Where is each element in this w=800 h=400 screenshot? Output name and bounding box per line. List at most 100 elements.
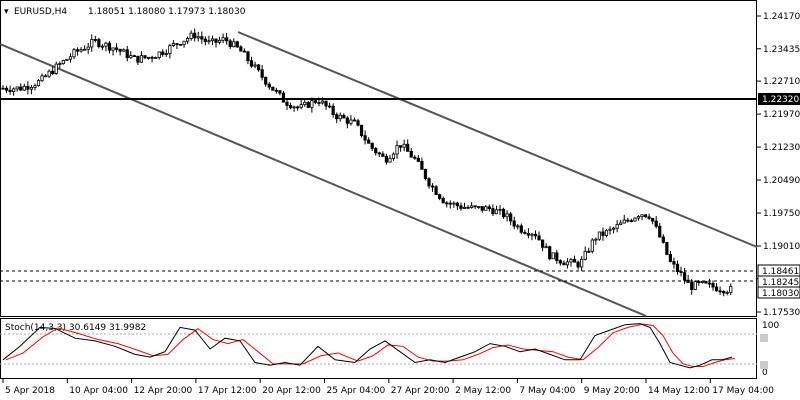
- candle-body: [537, 235, 541, 241]
- resistance-label: 1.22320: [758, 93, 800, 105]
- candle-body: [629, 220, 633, 222]
- candle-body: [374, 148, 378, 154]
- time-tick-label: 20 Apr 12:00: [262, 386, 321, 396]
- candle-body: [22, 85, 26, 91]
- candle-body: [477, 206, 481, 208]
- candle-body: [523, 231, 527, 234]
- candle-body: [299, 104, 303, 108]
- candle-body: [590, 239, 594, 252]
- candle-body: [690, 282, 694, 290]
- candle-body: [338, 114, 342, 120]
- candle-body: [391, 153, 396, 159]
- candle-body: [68, 56, 73, 60]
- candle-body: [189, 32, 193, 39]
- candle-body: [384, 155, 389, 163]
- candle-body: [725, 291, 729, 294]
- candle-body: [146, 56, 151, 59]
- candle-body: [235, 41, 239, 48]
- candle-body: [402, 143, 406, 148]
- current-price-label: 1.18030: [757, 286, 800, 299]
- candle-body: [320, 100, 325, 104]
- candle-body: [381, 153, 385, 157]
- candle-body: [377, 152, 381, 155]
- candle-body: [533, 233, 538, 237]
- candle-body: [178, 43, 183, 46]
- candle-body: [558, 260, 562, 264]
- candle-body: [370, 142, 374, 149]
- candle-body: [310, 100, 314, 108]
- candle-body: [264, 76, 268, 85]
- candle-body: [54, 63, 58, 74]
- candle-body: [111, 47, 115, 51]
- candle-body: [193, 32, 197, 39]
- candle-body: [516, 225, 520, 228]
- candle-body: [672, 261, 676, 265]
- candle-body: [427, 178, 431, 187]
- price-tick-label: 1.19010: [763, 242, 800, 252]
- candle-body: [239, 46, 243, 52]
- candle-body: [647, 216, 651, 219]
- candle-body: [86, 46, 90, 50]
- svg-text:1.18030: 1.18030: [762, 289, 799, 299]
- candle-body: [640, 214, 644, 218]
- candle-body: [15, 86, 19, 90]
- candle-body: [292, 106, 296, 109]
- time-tick-label: 17 May 04:00: [712, 386, 774, 396]
- candle-body: [501, 208, 506, 218]
- candle-body: [200, 36, 204, 40]
- candle-body: [398, 145, 403, 148]
- candle-body: [203, 38, 207, 42]
- channel-upper-line[interactable]: [237, 31, 758, 248]
- candle-body: [636, 216, 641, 219]
- candle-body: [494, 209, 499, 215]
- candle-body: [388, 157, 392, 163]
- chart-ohlc: 1.18051 1.18080 1.17973 1.18030: [88, 7, 246, 17]
- candle-body: [718, 290, 722, 293]
- candle-body: [104, 42, 108, 47]
- candle-body: [125, 49, 129, 59]
- candle-body: [438, 194, 442, 199]
- candle-body: [462, 206, 467, 209]
- candle-body: [196, 36, 200, 39]
- candle-body: [26, 85, 30, 90]
- candle-body: [342, 114, 346, 119]
- candle-body: [285, 101, 289, 106]
- candle-body: [580, 258, 584, 268]
- candle-body: [604, 229, 609, 236]
- candle-body: [565, 261, 570, 266]
- time-tick-label: 9 May 20:00: [584, 386, 640, 396]
- candle-body: [306, 101, 310, 108]
- candle-body: [29, 87, 34, 90]
- candle-body: [288, 105, 293, 109]
- candle-body: [594, 238, 598, 241]
- price-tick-label: 1.22710: [763, 77, 800, 87]
- candle-body: [679, 271, 683, 274]
- candle-body: [409, 150, 413, 158]
- candle-body: [210, 38, 215, 42]
- candle-body: [352, 119, 357, 122]
- channel-lower-line[interactable]: [0, 43, 647, 317]
- candle-body: [597, 231, 602, 240]
- candle-body: [459, 205, 463, 209]
- candle-body: [619, 222, 623, 226]
- price-tick-label: 1.19750: [763, 209, 800, 219]
- candle-body: [40, 75, 44, 82]
- candle-body: [327, 105, 332, 108]
- candle-body: [697, 281, 701, 283]
- price-tick-label: 1.17530: [763, 308, 800, 318]
- time-tick-label: 12 Apr 20:00: [134, 386, 193, 396]
- candle-body: [576, 261, 580, 268]
- candle-body: [469, 205, 474, 208]
- candle-body: [445, 202, 449, 205]
- svg-text:1.18245: 1.18245: [762, 278, 799, 288]
- candle-body: [367, 139, 371, 144]
- candle-body: [1, 87, 5, 90]
- candle-body: [551, 252, 555, 260]
- price-tick-label: 1.23435: [763, 45, 800, 55]
- candle-body: [157, 51, 161, 58]
- time-tick-label: 25 Apr 04:00: [327, 386, 386, 396]
- candle-body: [154, 57, 158, 59]
- candle-body: [413, 156, 417, 159]
- candle-body: [246, 51, 250, 62]
